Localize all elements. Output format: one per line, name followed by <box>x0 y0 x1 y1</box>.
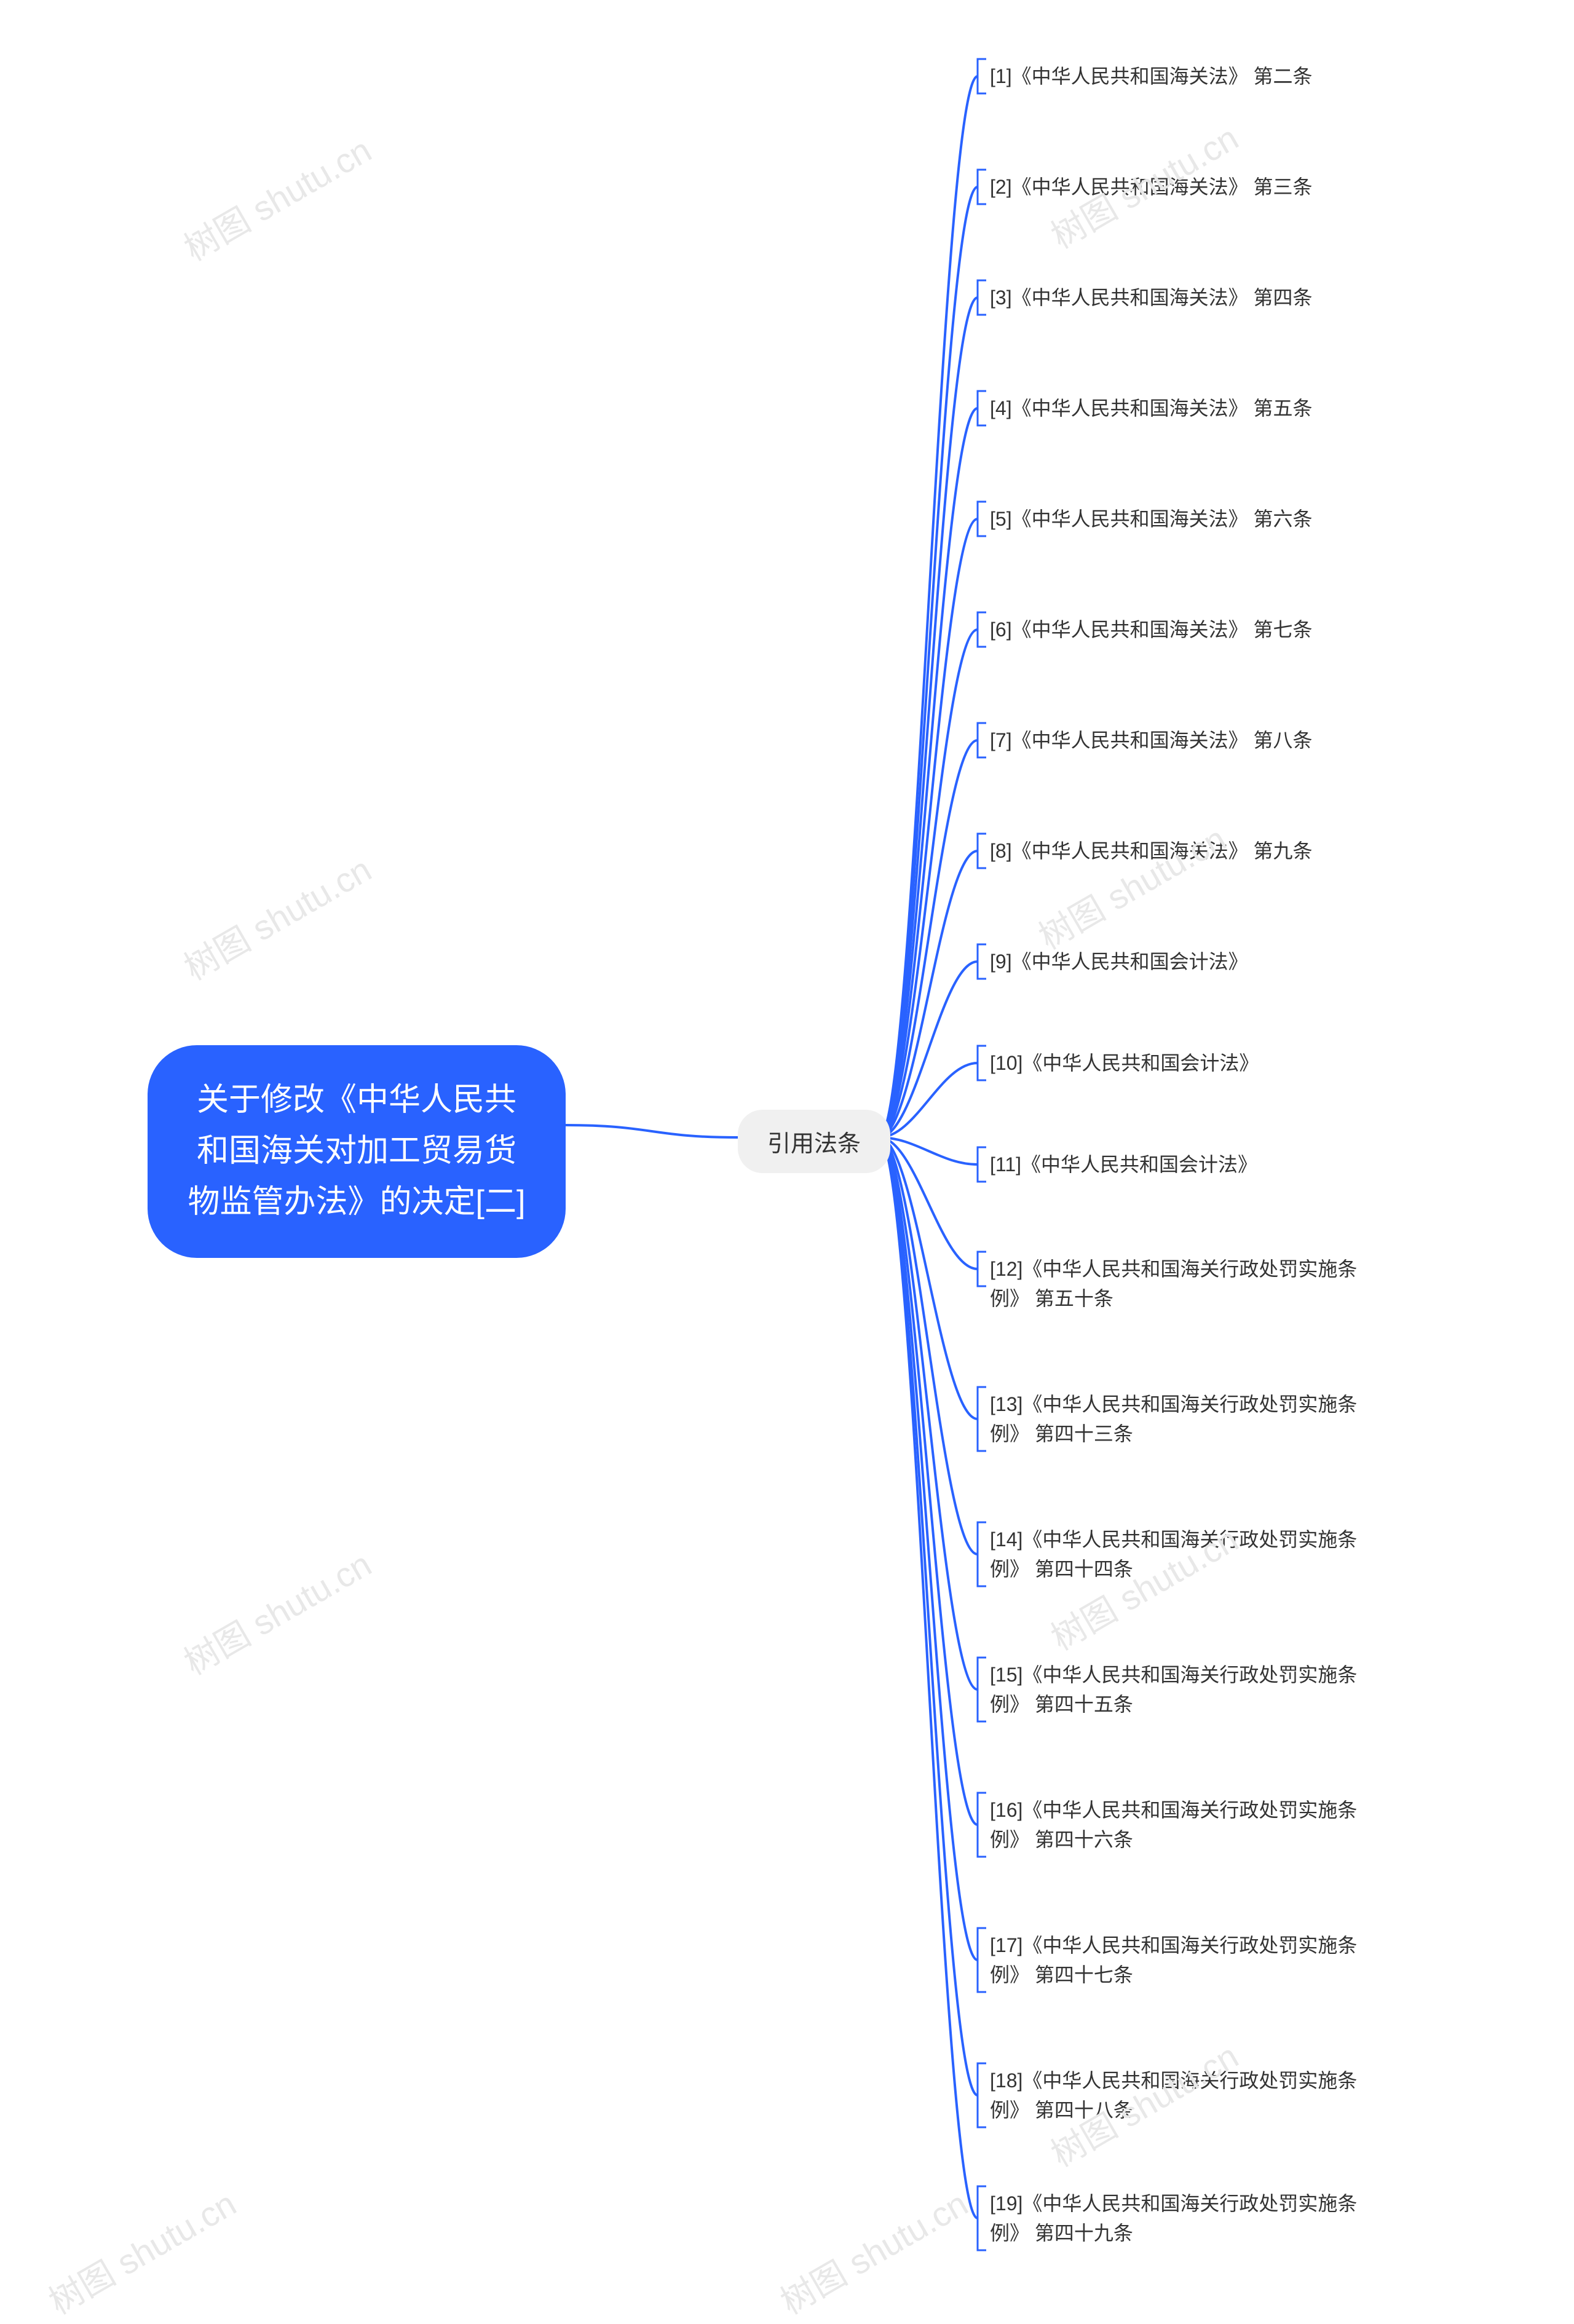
leaf-node-13[interactable]: [14]《中华人民共和国海关行政处罚实施条例》 第四十四条 <box>990 1525 1383 1584</box>
leaf-node-text: [19]《中华人民共和国海关行政处罚实施条例》 第四十九条 <box>990 2192 1357 2244</box>
level1-node-text: 引用法条 <box>767 1131 861 1157</box>
leaf-node-text: [2]《中华人民共和国海关法》 第三条 <box>990 176 1312 198</box>
leaf-node-text: [9]《中华人民共和国会计法》 <box>990 951 1248 973</box>
leaf-node-text: [11]《中华人民共和国会计法》 <box>990 1153 1257 1176</box>
leaf-node-text: [13]《中华人民共和国海关行政处罚实施条例》 第四十三条 <box>990 1393 1357 1445</box>
leaf-node-17[interactable]: [18]《中华人民共和国海关行政处罚实施条例》 第四十八条 <box>990 2066 1383 2125</box>
leaf-node-11[interactable]: [12]《中华人民共和国海关行政处罚实施条例》 第五十条 <box>990 1254 1383 1313</box>
leaf-node-text: [16]《中华人民共和国海关行政处罚实施条例》 第四十六条 <box>990 1799 1357 1851</box>
leaf-node-text: [17]《中华人民共和国海关行政处罚实施条例》 第四十七条 <box>990 1934 1357 1986</box>
leaf-node-0[interactable]: [1]《中华人民共和国海关法》 第二条 <box>990 61 1312 91</box>
leaf-node-3[interactable]: [4]《中华人民共和国海关法》 第五条 <box>990 393 1312 423</box>
leaf-node-text: [3]《中华人民共和国海关法》 第四条 <box>990 287 1312 309</box>
leaf-node-5[interactable]: [6]《中华人民共和国海关法》 第七条 <box>990 615 1312 644</box>
leaf-node-16[interactable]: [17]《中华人民共和国海关行政处罚实施条例》 第四十七条 <box>990 1931 1383 1990</box>
leaf-node-text: [10]《中华人民共和国会计法》 <box>990 1052 1259 1074</box>
leaf-node-text: [6]《中华人民共和国海关法》 第七条 <box>990 619 1312 641</box>
leaf-node-text: [4]《中华人民共和国海关法》 第五条 <box>990 397 1312 419</box>
leaf-node-7[interactable]: [8]《中华人民共和国海关法》 第九条 <box>990 836 1312 866</box>
watermark: 树图 shutu.cn <box>38 2177 243 2324</box>
leaf-node-1[interactable]: [2]《中华人民共和国海关法》 第三条 <box>990 172 1312 202</box>
leaf-node-14[interactable]: [15]《中华人民共和国海关行政处罚实施条例》 第四十五条 <box>990 1660 1383 1719</box>
leaf-node-10[interactable]: [11]《中华人民共和国会计法》 <box>990 1150 1257 1179</box>
leaf-node-text: [15]《中华人民共和国海关行政处罚实施条例》 第四十五条 <box>990 1664 1357 1715</box>
leaf-node-text: [8]《中华人民共和国海关法》 第九条 <box>990 840 1312 862</box>
leaf-node-9[interactable]: [10]《中华人民共和国会计法》 <box>990 1048 1259 1078</box>
level1-node[interactable]: 引用法条 <box>738 1110 890 1173</box>
leaf-node-text: [5]《中华人民共和国海关法》 第六条 <box>990 508 1312 530</box>
leaf-node-18[interactable]: [19]《中华人民共和国海关行政处罚实施条例》 第四十九条 <box>990 2189 1383 2248</box>
leaf-node-text: [18]《中华人民共和国海关行政处罚实施条例》 第四十八条 <box>990 2069 1357 2121</box>
watermark: 树图 shutu.cn <box>173 843 379 990</box>
leaf-node-15[interactable]: [16]《中华人民共和国海关行政处罚实施条例》 第四十六条 <box>990 1795 1383 1854</box>
leaf-node-text: [1]《中华人民共和国海关法》 第二条 <box>990 65 1312 87</box>
leaf-node-6[interactable]: [7]《中华人民共和国海关法》 第八条 <box>990 725 1312 755</box>
watermark: 树图 shutu.cn <box>173 124 379 271</box>
watermark: 树图 shutu.cn <box>1028 812 1233 960</box>
watermark: 树图 shutu.cn <box>770 2177 975 2324</box>
leaf-node-4[interactable]: [5]《中华人民共和国海关法》 第六条 <box>990 504 1312 534</box>
leaf-node-8[interactable]: [9]《中华人民共和国会计法》 <box>990 947 1248 976</box>
leaf-node-2[interactable]: [3]《中华人民共和国海关法》 第四条 <box>990 283 1312 312</box>
leaf-node-text: [12]《中华人民共和国海关行政处罚实施条例》 第五十条 <box>990 1258 1357 1310</box>
leaf-node-text: [14]《中华人民共和国海关行政处罚实施条例》 第四十四条 <box>990 1528 1357 1580</box>
leaf-node-text: [7]《中华人民共和国海关法》 第八条 <box>990 729 1312 751</box>
leaf-node-12[interactable]: [13]《中华人民共和国海关行政处罚实施条例》 第四十三条 <box>990 1389 1383 1449</box>
root-node[interactable]: 关于修改《中华人民共和国海关对加工贸易货物监管办法》的决定[二] <box>148 1045 566 1258</box>
watermark: 树图 shutu.cn <box>173 1538 379 1685</box>
root-node-text: 关于修改《中华人民共和国海关对加工贸易货物监管办法》的决定[二] <box>188 1082 526 1220</box>
